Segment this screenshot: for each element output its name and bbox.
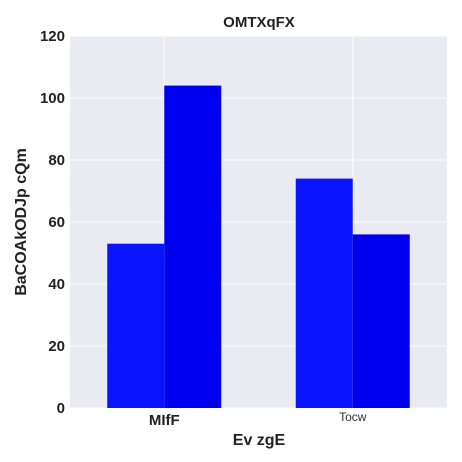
bar-MIfF-s1 [107, 243, 165, 408]
x-tick-label: MIfF [149, 412, 180, 429]
bar-Tocw-s2 [352, 234, 410, 408]
bar-Tocw-s1 [295, 178, 353, 408]
y-tick-label: 120 [40, 28, 65, 45]
y-tick-label: 100 [40, 90, 65, 107]
y-tick-label: 40 [48, 276, 65, 293]
x-tick-label: Tocw [339, 410, 367, 424]
y-tick-label: 20 [48, 338, 65, 355]
chart-title: OMTXqFX [223, 14, 295, 31]
y-axis-label: BaCOAkODJp cQm [13, 148, 30, 296]
y-tick-label: 80 [48, 152, 65, 169]
bar-MIfF-s2 [164, 85, 222, 408]
y-tick-label: 60 [48, 214, 65, 231]
y-axis-ticks: 0 20 40 60 80 100 120 [40, 28, 65, 417]
x-axis-ticks: MIfF Tocw [149, 410, 367, 429]
x-axis-label: Ev zgE [233, 432, 286, 449]
y-tick-label: 0 [57, 400, 65, 417]
bars [107, 85, 410, 408]
